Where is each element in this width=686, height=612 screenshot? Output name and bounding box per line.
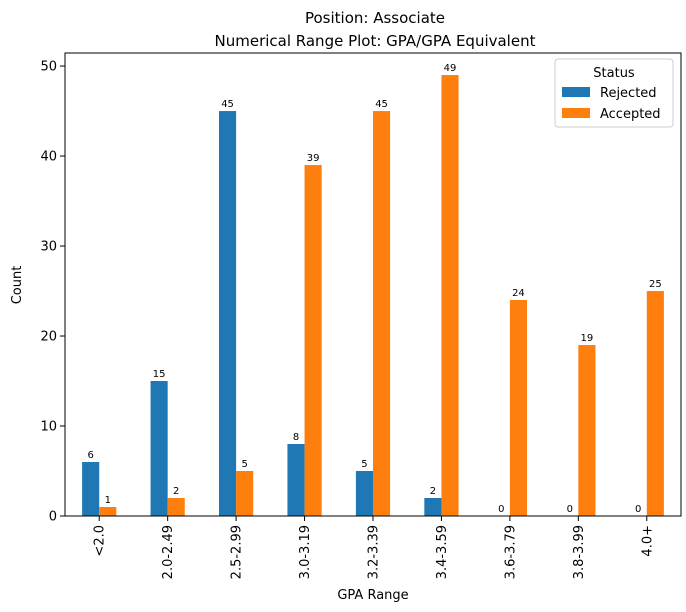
bar-rejected [287, 444, 305, 516]
data-label-accepted: 2 [173, 486, 179, 497]
data-label-rejected: 0 [567, 504, 573, 515]
x-tick-label: 2.5-2.99 [230, 525, 245, 579]
data-label-accepted: 24 [512, 288, 525, 299]
y-axis-label: Count [10, 266, 25, 305]
data-label-rejected: 15 [153, 369, 166, 380]
data-label-accepted: 25 [649, 279, 662, 290]
x-tick-label: 3.8-3.99 [572, 525, 587, 579]
bar-accepted [167, 498, 185, 516]
y-tick-label: 0 [49, 510, 57, 525]
data-label-accepted: 49 [444, 63, 457, 74]
data-label-accepted: 45 [375, 99, 388, 110]
bar-accepted [578, 345, 596, 516]
x-tick-label: 4.0+ [640, 525, 655, 557]
data-label-rejected: 5 [361, 459, 367, 470]
legend-swatch-accepted [562, 108, 590, 118]
bar-accepted [373, 111, 391, 516]
data-label-rejected: 8 [293, 432, 299, 443]
x-tick-label: 3.0-3.19 [298, 525, 313, 579]
data-label-accepted: 39 [307, 153, 320, 164]
bar-rejected [150, 381, 168, 516]
chart-title: Position: Associate [305, 9, 445, 27]
bar-accepted [236, 471, 254, 516]
legend: Status Rejected Accepted [554, 58, 674, 128]
legend-title: Status [593, 66, 635, 81]
bar-rejected [424, 498, 442, 516]
legend-swatch-rejected [562, 87, 590, 97]
chart-subtitle: Numerical Range Plot: GPA/GPA Equivalent [215, 32, 536, 50]
x-tick-label: 3.2-3.39 [367, 525, 382, 579]
bar-accepted [441, 75, 459, 517]
legend-label-accepted: Accepted [600, 107, 661, 122]
bar-accepted [509, 300, 527, 516]
bar-rejected [355, 471, 373, 516]
data-label-rejected: 0 [498, 504, 504, 515]
bar-accepted [304, 165, 322, 516]
x-tick-label: 3.6-3.79 [503, 525, 518, 579]
data-label-accepted: 5 [241, 459, 247, 470]
data-label-rejected: 0 [635, 504, 641, 515]
data-label-accepted: 19 [581, 333, 594, 344]
plot-area: 0102030405061<2.01522.0-2.494552.5-2.998… [40, 60, 664, 579]
bar-rejected [219, 111, 237, 516]
y-tick-label: 40 [40, 150, 57, 165]
bar-accepted [646, 291, 664, 516]
bar-accepted [99, 507, 117, 516]
x-tick-label: <2.0 [93, 525, 108, 557]
x-tick-label: 3.4-3.59 [435, 525, 450, 579]
plot-frame [64, 52, 682, 517]
data-label-accepted: 1 [105, 495, 111, 506]
x-tick-label: 2.0-2.49 [161, 525, 176, 579]
y-tick-label: 50 [40, 60, 57, 75]
legend-label-rejected: Rejected [600, 86, 657, 101]
data-label-rejected: 45 [221, 99, 234, 110]
x-axis-label: GPA Range [337, 588, 408, 603]
y-tick-label: 20 [40, 330, 57, 345]
data-label-rejected: 6 [87, 450, 93, 461]
y-tick-label: 10 [40, 420, 57, 435]
y-tick-label: 30 [40, 240, 57, 255]
data-label-rejected: 2 [430, 486, 436, 497]
bar-rejected [82, 462, 100, 516]
